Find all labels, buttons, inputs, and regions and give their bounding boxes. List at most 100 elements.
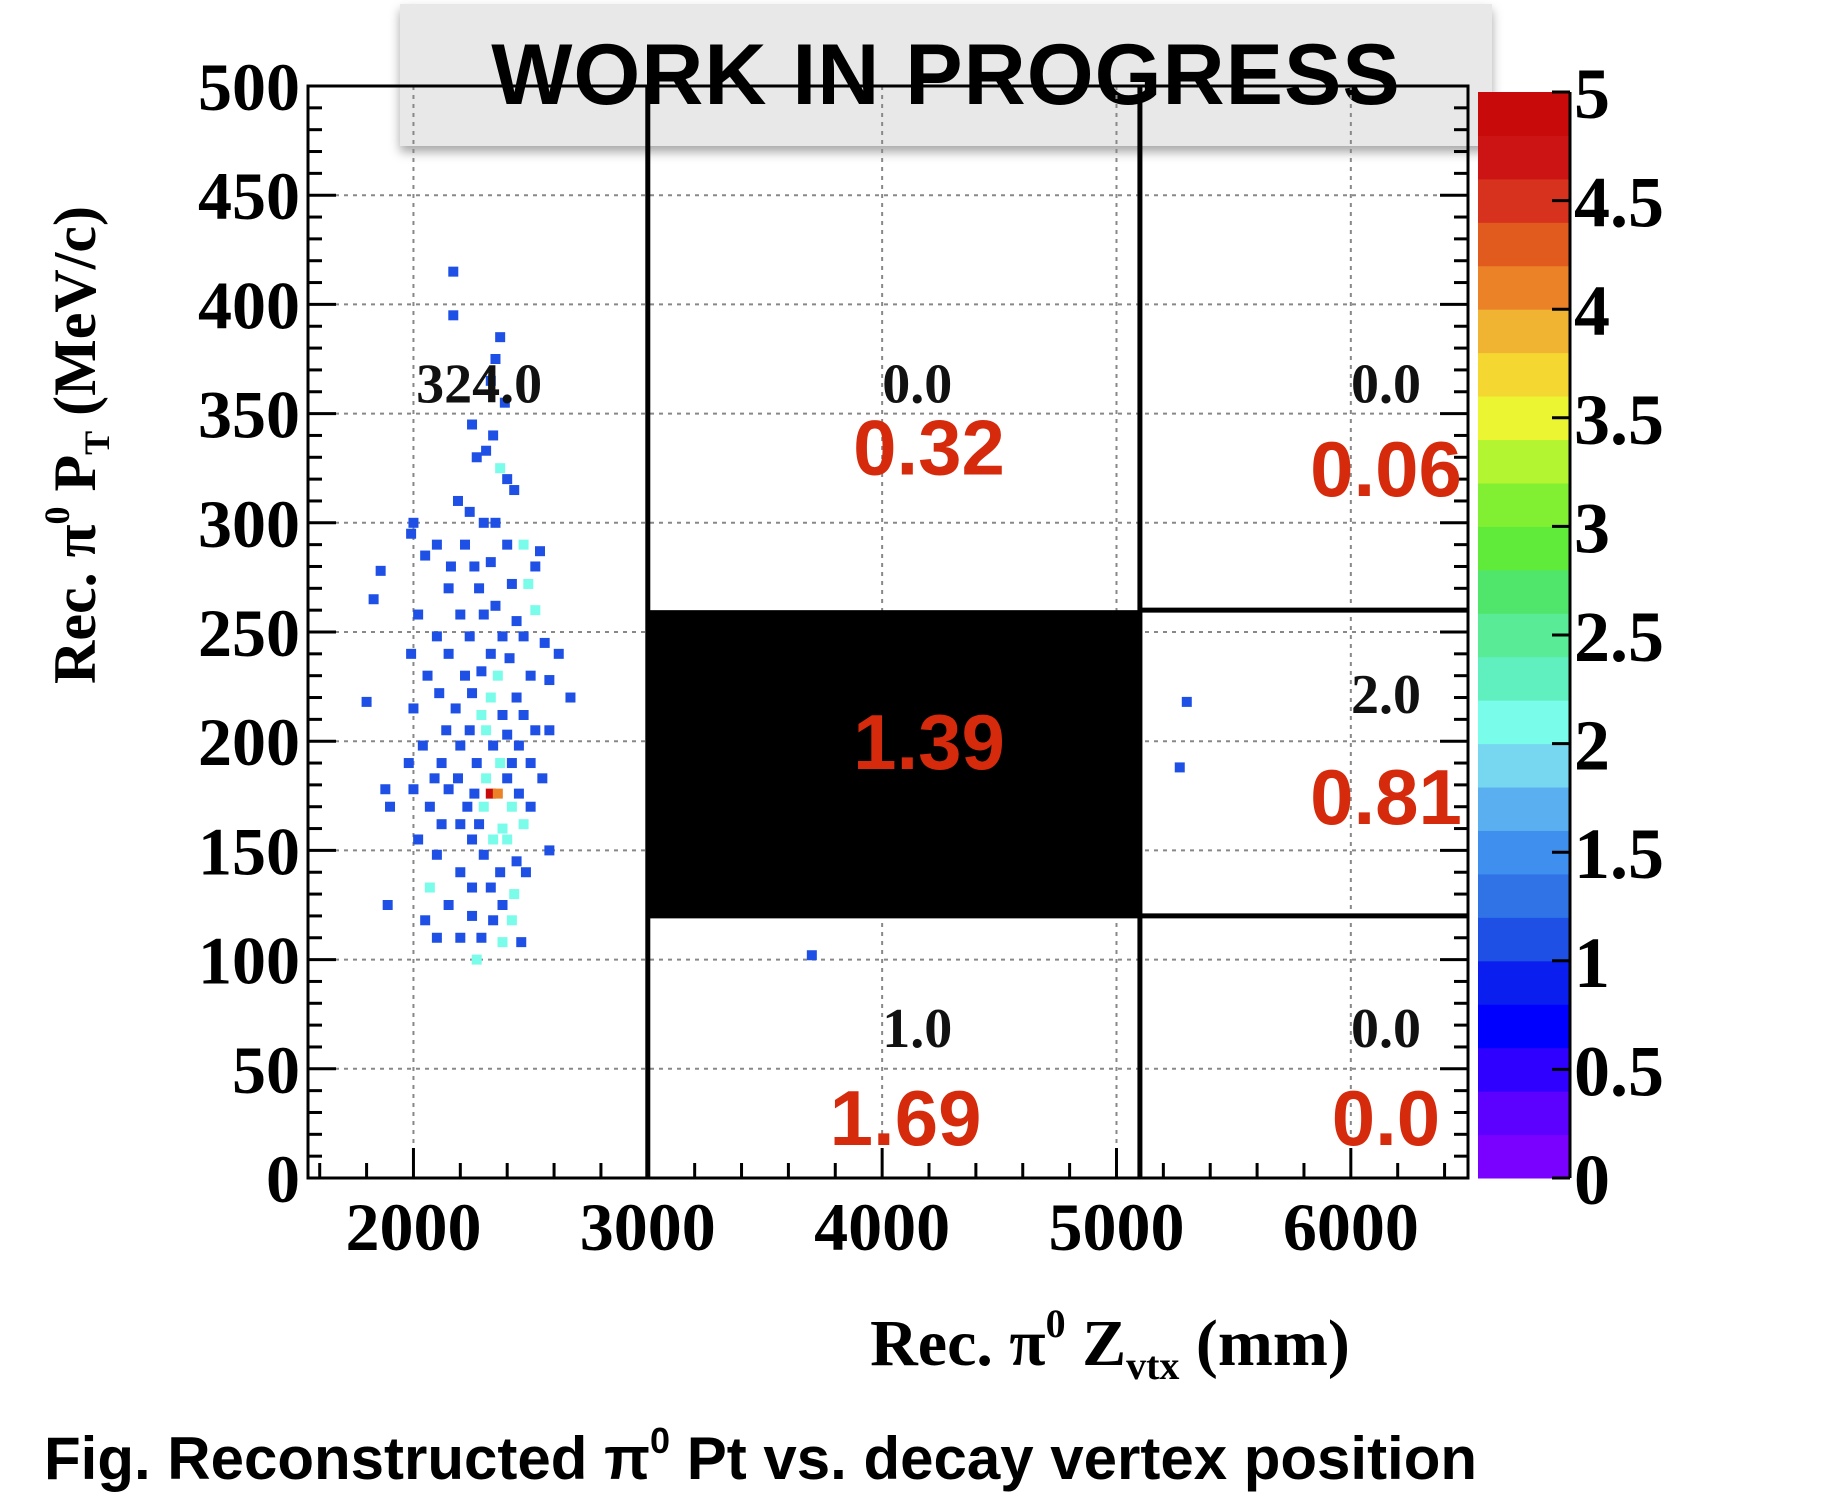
heatmap-cell [478,801,489,812]
region-boundaries [645,86,1468,1178]
x-axis-ticks: 2000 3000 4000 5000 6000 [318,1148,1447,1265]
colorbar-tick-label: 4 [1574,271,1610,351]
heatmap-cell [497,631,508,642]
heatmap-cell [403,758,414,769]
heatmap-cell [368,594,379,605]
region-expectations: 0.32 0.06 1.39 0.81 1.69 0.0 [830,403,1462,1161]
x-tick-label: 4000 [814,1189,950,1265]
y-axis-title: Rec. π0 PT (MeV/c) [37,206,117,684]
heatmap-cell [431,932,442,943]
heatmap-cell [471,452,482,463]
heatmap-cell [420,915,431,926]
colorbar-segment [1478,265,1570,310]
colorbar-segment [1478,222,1570,267]
heatmap-cell [441,725,452,736]
heatmap-cell [467,834,478,845]
heatmap-cell [455,932,466,943]
region-count-label: 0.0 [1351,354,1421,416]
heatmap-cell [450,703,461,714]
x-tick-label: 6000 [1283,1189,1419,1265]
y-tick-label: 150 [198,813,300,889]
y-tick-label: 400 [198,267,300,343]
y-axis-title-main: Rec. π [42,524,108,684]
heatmap-cell [408,517,419,528]
heatmap-cell [497,823,508,834]
heatmap-cell [553,648,564,659]
region-count-label: 0.0 [1351,998,1421,1060]
x-axis-title-main: Rec. π [870,1307,1045,1380]
heatmap-cell [464,506,475,517]
colorbar-segment [1478,309,1570,354]
heatmap-cell [429,773,440,784]
heatmap-cell [413,609,424,620]
x-axis-title: Rec. π0 Zvtx (mm) [870,1301,1350,1388]
y-tick-label: 50 [232,1032,300,1108]
heatmap-cell [523,578,534,589]
heatmap-cell [525,670,536,681]
heatmap-cell [490,517,501,528]
heatmap-cell [509,889,520,900]
heatmap-cell [520,867,531,878]
heatmap-cell [431,849,442,860]
heatmap-cell [502,539,513,550]
y-tick-label: 0 [266,1141,300,1217]
heatmap-cell [506,915,517,926]
heatmap-cell [455,740,466,751]
heatmap-cell [448,266,459,277]
heatmap-cell [443,784,454,795]
heatmap-cell [380,784,391,795]
heatmap-cell [535,546,545,557]
colorbar-tick-label: 1 [1574,923,1610,1003]
region-count-label: 2.0 [1351,664,1421,726]
heatmap-cell [497,709,508,720]
colorbar-tick-label: 4.5 [1574,163,1664,243]
region-count-label: 1.0 [882,998,952,1060]
colorbar-segment [1478,92,1570,136]
colorbar-tick-label: 2.5 [1574,597,1664,677]
heatmap-cell [497,900,508,910]
heatmap-cell [424,882,435,893]
heatmap-cell [506,758,517,769]
heatmap-cell [488,430,499,441]
heatmap-cell [506,578,517,589]
heatmap-cell [478,609,489,620]
colorbar-segment [1478,135,1570,180]
heatmap-cell [452,773,463,784]
heatmap-cell [492,670,503,681]
caption-sup: 0 [650,1420,671,1461]
heatmap-cell [443,648,454,659]
heatmap-cell [469,788,480,799]
heatmap-cell [490,600,501,611]
heatmap-cell [518,819,529,830]
heatmap-cell [471,758,482,769]
heatmap-cell [544,845,555,856]
heatmap-cell [485,692,496,703]
heatmap-cell [436,819,447,830]
heatmap-cell [518,539,529,550]
heatmap-cell [443,583,454,594]
expectation-label: 0.0 [1332,1074,1440,1162]
heatmap-cell [464,631,475,642]
heatmap-cell [476,932,487,943]
colorbar-segment [1478,873,1570,918]
heatmap-cell [464,725,475,736]
y-tick-label: 450 [198,158,300,234]
y-tick-label: 100 [198,923,300,999]
heatmap-cell [485,788,496,799]
heatmap-cell [462,801,473,812]
heatmap-cell [485,882,496,893]
heatmap-cell [443,900,454,910]
heatmap-cell [469,561,480,572]
colorbar-segment [1478,1004,1570,1049]
heatmap-cell [502,834,513,845]
x-axis-title-var: Z [1066,1307,1127,1380]
heatmap-cell [544,675,555,686]
heatmap-cell [488,740,499,751]
heatmap-cell [406,648,417,659]
heatmap-cell [495,332,506,343]
heatmap-cell [485,375,496,386]
expectation-label: 0.32 [853,403,1005,491]
y-axis-title-var: P [42,455,108,507]
y-axis-title-unit: (MeV/c) [42,206,108,431]
colorbar-segment [1478,569,1570,614]
